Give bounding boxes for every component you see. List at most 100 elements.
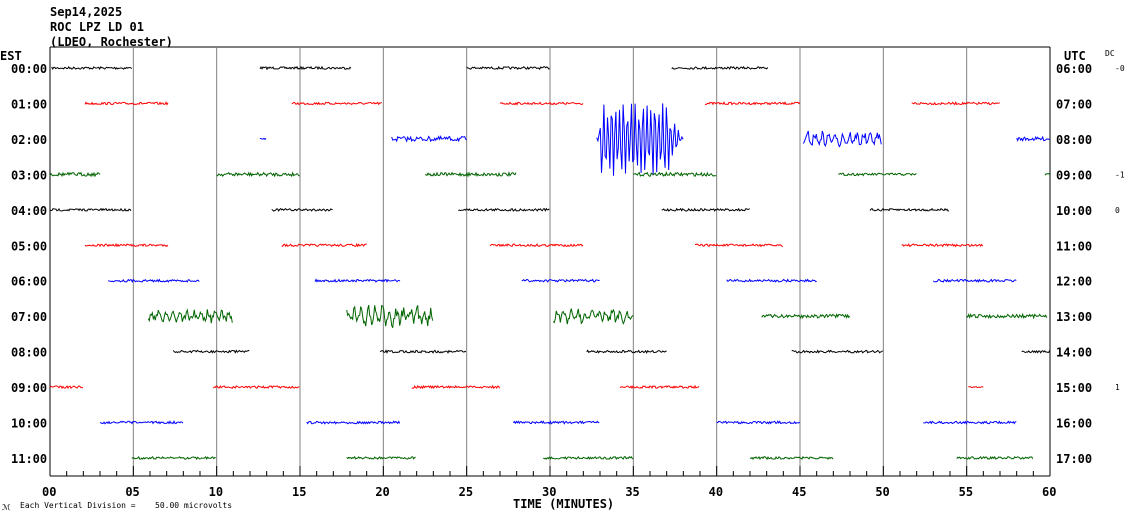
seismic-trace-segment xyxy=(499,101,584,106)
utc-hour-label: 07:00 xyxy=(1056,97,1092,111)
seismic-trace-segment xyxy=(271,207,333,212)
est-hour-label: 02:00 xyxy=(11,133,47,147)
seismic-trace-segment xyxy=(489,243,584,248)
seismic-trace-segment xyxy=(633,171,717,177)
x-tick-label: 30 xyxy=(542,485,556,499)
seismic-trace-segment xyxy=(84,242,169,248)
seismic-trace-segment xyxy=(542,455,634,461)
est-hour-label: 01:00 xyxy=(11,97,47,111)
est-hour-label: 03:00 xyxy=(11,168,47,182)
est-hour-label: 06:00 xyxy=(11,275,47,289)
seismic-trace-segment xyxy=(49,207,132,212)
seismic-trace-segment xyxy=(466,65,550,71)
seismic-trace-segment xyxy=(512,420,600,425)
seismic-trace-segment xyxy=(901,243,984,248)
seismic-trace-segment xyxy=(671,65,769,71)
seismic-trace-segment xyxy=(966,312,1048,320)
x-tick-label: 60 xyxy=(1042,485,1056,499)
seismic-trace-segment xyxy=(956,455,1034,460)
seismic-trace-segment xyxy=(704,101,801,106)
seismic-trace-segment xyxy=(131,455,216,461)
x-tick-label: 35 xyxy=(625,485,639,499)
seismic-trace-segment xyxy=(49,171,101,178)
dc-offset-label: -1 xyxy=(1115,170,1125,179)
utc-zone-label: UTC xyxy=(1064,49,1086,63)
x-tick-label: 15 xyxy=(292,485,306,499)
seismic-trace-segment xyxy=(726,278,817,283)
x-tick-label: 20 xyxy=(375,485,389,499)
seismic-trace-segment xyxy=(391,135,467,143)
est-hour-label: 07:00 xyxy=(11,310,47,324)
seismic-trace-segment xyxy=(108,278,200,283)
seismic-trace-segment xyxy=(346,304,434,328)
seismic-trace-segment xyxy=(314,278,401,283)
seismic-trace-segment xyxy=(291,101,382,106)
seismic-trace-segment xyxy=(761,312,851,319)
network-label: (LDEO, Rochester) xyxy=(50,35,173,49)
seismic-trace-segment xyxy=(869,207,950,212)
seismic-trace-segment xyxy=(51,65,133,71)
dc-offset-label: 1 xyxy=(1115,383,1120,392)
est-hour-label: 09:00 xyxy=(11,381,47,395)
seismic-trace-segment xyxy=(212,384,300,389)
seismic-trace-segment xyxy=(923,420,1017,425)
seismic-trace-segment xyxy=(586,349,667,354)
dc-label: DC xyxy=(1105,49,1115,58)
seismic-trace-segment xyxy=(1021,349,1051,354)
seismic-trace-segment xyxy=(172,349,250,354)
logo-mark: ℳ xyxy=(2,503,11,512)
seismic-trace-segment xyxy=(911,101,1000,106)
seismic-trace-segment xyxy=(147,308,233,324)
seismic-trace-segment xyxy=(932,278,1017,283)
seismic-trace-segment xyxy=(791,349,884,354)
seismic-trace-segment xyxy=(216,171,300,178)
seismic-trace-segment xyxy=(281,242,367,248)
utc-hour-label: 17:00 xyxy=(1056,452,1092,466)
est-hour-label: 04:00 xyxy=(11,204,47,218)
x-tick-label: 50 xyxy=(875,485,889,499)
seismic-trace-segment xyxy=(521,278,600,283)
seismic-trace-segment xyxy=(552,308,634,325)
station-label: ROC LPZ LD 01 xyxy=(50,20,144,34)
seismic-trace-segment xyxy=(1044,173,1051,176)
seismic-trace-segment xyxy=(306,420,401,425)
utc-hour-label: 16:00 xyxy=(1056,417,1092,431)
x-tick-label: 25 xyxy=(459,485,473,499)
x-tick-label: 10 xyxy=(209,485,223,499)
x-tick-label: 55 xyxy=(959,485,973,499)
utc-hour-label: 08:00 xyxy=(1056,133,1092,147)
est-hour-label: 08:00 xyxy=(11,346,47,360)
utc-hour-label: 13:00 xyxy=(1056,310,1092,324)
seismic-trace-segment xyxy=(425,170,517,178)
seismic-trace-segment xyxy=(346,455,416,460)
seismic-trace-segment xyxy=(99,420,184,425)
seismic-trace-segment xyxy=(379,349,467,354)
dc-offset-label: 0 xyxy=(1115,206,1120,215)
utc-hour-label: 12:00 xyxy=(1056,275,1092,289)
utc-hour-label: 06:00 xyxy=(1056,62,1092,76)
seismic-trace-segment xyxy=(596,103,684,176)
utc-hour-label: 11:00 xyxy=(1056,239,1092,253)
est-hour-label: 05:00 xyxy=(11,239,47,253)
seismic-trace-segment xyxy=(661,207,750,212)
scale-value: 50.00 microvolts xyxy=(155,501,232,510)
seismic-trace-segment xyxy=(968,386,984,389)
seismic-trace-segment xyxy=(619,384,700,390)
seismic-trace-segment xyxy=(259,137,267,141)
dc-offset-label: -0 xyxy=(1115,64,1125,73)
seismic-trace-segment xyxy=(49,385,84,390)
utc-hour-label: 09:00 xyxy=(1056,168,1092,182)
seismic-trace-segment xyxy=(1016,135,1050,142)
seismic-trace-segment xyxy=(838,172,917,177)
x-tick-label: 45 xyxy=(792,485,806,499)
seismic-trace-segment xyxy=(411,384,501,390)
est-hour-label: 00:00 xyxy=(11,62,47,76)
est-hour-label: 10:00 xyxy=(11,417,47,431)
x-tick-label: 40 xyxy=(709,485,723,499)
est-hour-label: 11:00 xyxy=(11,452,47,466)
seismic-trace-segment xyxy=(716,420,801,425)
x-tick-label: 05 xyxy=(125,485,139,499)
utc-hour-label: 15:00 xyxy=(1056,381,1092,395)
utc-hour-label: 14:00 xyxy=(1056,346,1092,360)
